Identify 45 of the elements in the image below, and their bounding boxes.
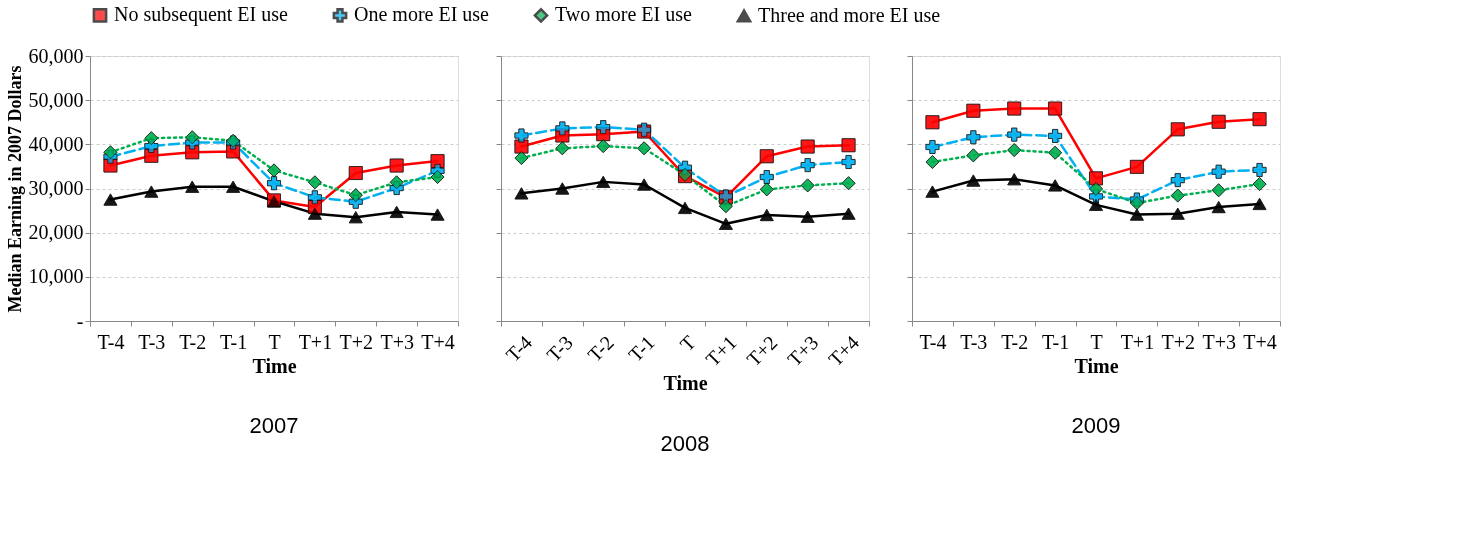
x-tick-label: T-2 (179, 330, 207, 353)
x-tick-label: T+2 (339, 330, 374, 353)
x-tick-label: T-2 (1001, 330, 1029, 353)
y-tick-label: 20,000 (28, 221, 84, 244)
x-tick-label: T (675, 331, 700, 356)
x-tick-label: T-4 (919, 330, 947, 353)
text: 2009 (1071, 413, 1121, 438)
x-tick-label: T+4 (1243, 330, 1277, 353)
y-tick-label: 40,000 (28, 132, 84, 155)
x-tick-label: T+3 (1202, 330, 1236, 353)
x-tick-label: T+4 (421, 330, 455, 353)
x-tick-label: T-4 (97, 330, 125, 353)
x-tick-label: T+2 (1161, 330, 1196, 353)
text: 2008 (660, 430, 710, 456)
x-tick-label: T+3 (380, 330, 414, 353)
legend-label: One more EI use (354, 3, 490, 26)
x-tick-label: T (268, 330, 281, 353)
x-tick-label: T+1 (1120, 330, 1155, 353)
legend-label: Two more EI use (555, 3, 693, 26)
legend-label: No subsequent EI use (114, 3, 288, 27)
x-tick-label: T+3 (783, 331, 823, 371)
x-tick-label: T-3 (138, 330, 166, 353)
x-tick-label: T-3 (542, 331, 577, 366)
x-axis-title: Time (663, 372, 708, 395)
x-axis-title: Time (1074, 354, 1119, 377)
x-tick-label: T+2 (742, 331, 782, 371)
x-tick-label: T-1 (624, 331, 659, 366)
y-tick-label: 10,000 (28, 265, 84, 288)
text: 2007 (249, 413, 299, 438)
y-axis-title: Median Earning in 2007 Dollars (4, 65, 25, 313)
x-tick-label: T-4 (501, 331, 537, 366)
x-tick-label: T-1 (1042, 330, 1070, 353)
x-tick-label: T+1 (298, 330, 333, 353)
x-tick-label: T (1090, 330, 1103, 353)
y-tick-label: - (76, 309, 84, 332)
x-axis-title: Time (252, 354, 297, 377)
x-tick-label: T+4 (823, 331, 864, 371)
y-tick-label: 60,000 (28, 44, 84, 67)
x-tick-label: T-3 (960, 330, 988, 353)
legend-label: Three and more EI use (758, 3, 941, 26)
x-tick-label: T-2 (583, 331, 618, 366)
x-tick-label: T+1 (701, 331, 741, 371)
y-tick-label: 30,000 (28, 177, 84, 199)
x-tick-label: T-1 (220, 330, 248, 353)
y-tick-label: 50,000 (28, 88, 84, 111)
